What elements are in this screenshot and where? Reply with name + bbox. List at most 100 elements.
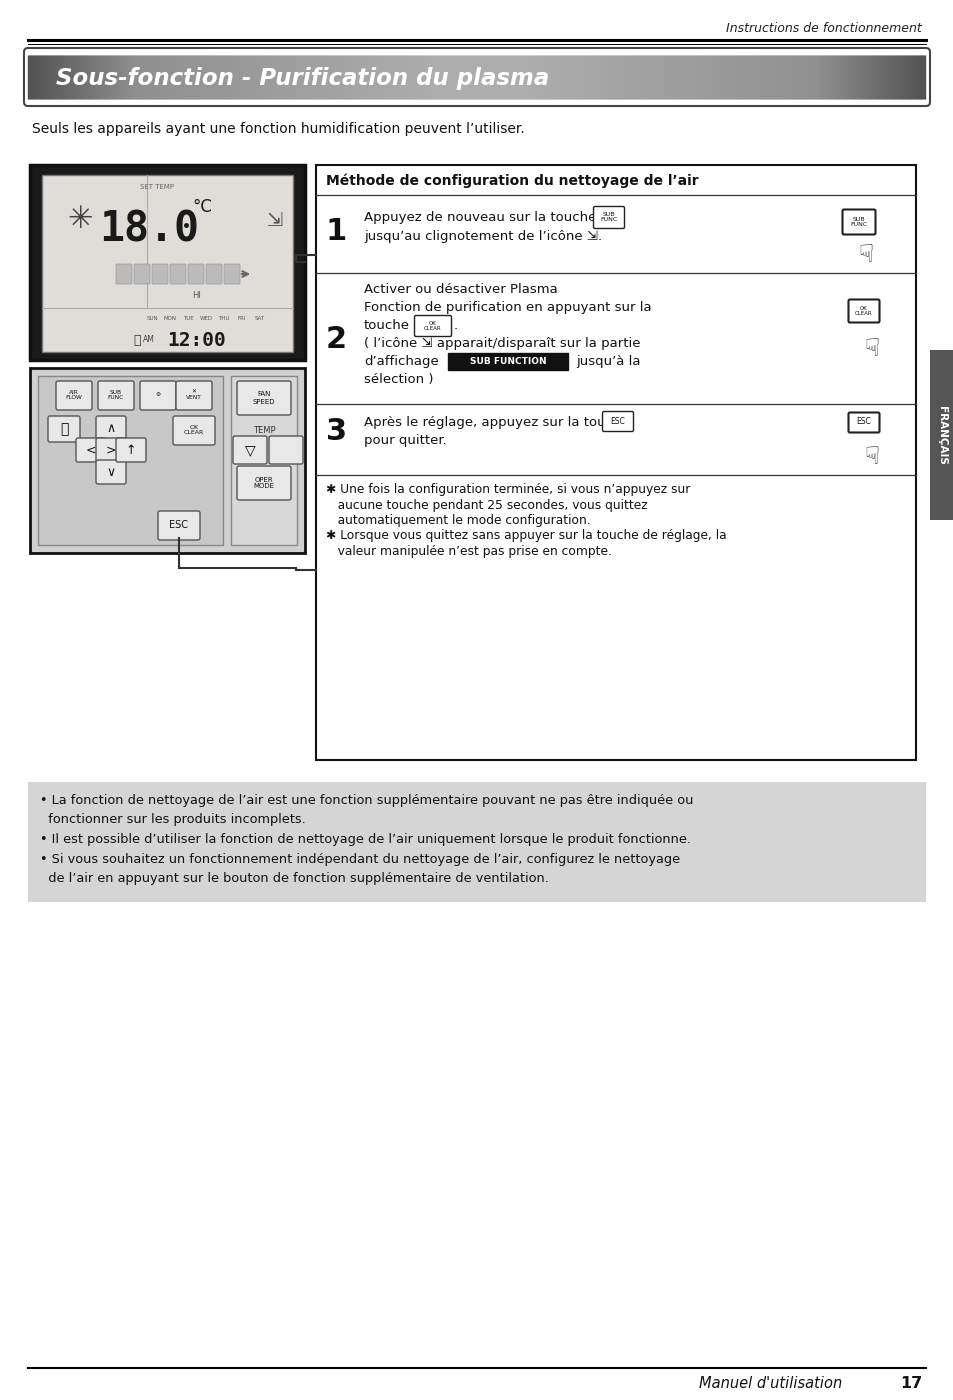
Text: OK
CLEAR: OK CLEAR bbox=[184, 424, 204, 435]
Text: 17: 17 bbox=[899, 1376, 921, 1392]
Text: ESC: ESC bbox=[170, 519, 189, 531]
FancyBboxPatch shape bbox=[152, 265, 168, 284]
Text: MON: MON bbox=[163, 316, 176, 321]
FancyBboxPatch shape bbox=[175, 381, 212, 410]
Text: Instructions de fonctionnement: Instructions de fonctionnement bbox=[725, 21, 921, 35]
Text: SUN: SUN bbox=[146, 316, 157, 321]
Text: • Si vous souhaitez un fonctionnement indépendant du nettoyage de l’air, configu: • Si vous souhaitez un fonctionnement in… bbox=[40, 853, 679, 865]
Text: ∧: ∧ bbox=[107, 421, 115, 434]
Bar bbox=[929, 350, 953, 519]
Text: Seuls les appareils ayant une fonction humidification peuvent l’utiliser.: Seuls les appareils ayant une fonction h… bbox=[32, 122, 524, 136]
Text: FRI: FRI bbox=[237, 316, 246, 321]
FancyBboxPatch shape bbox=[172, 416, 214, 445]
Text: ESC: ESC bbox=[610, 417, 625, 426]
FancyBboxPatch shape bbox=[96, 416, 126, 440]
FancyBboxPatch shape bbox=[56, 381, 91, 410]
Text: 2: 2 bbox=[326, 325, 347, 353]
Text: touche: touche bbox=[364, 319, 410, 332]
FancyBboxPatch shape bbox=[48, 416, 80, 442]
Text: .: . bbox=[454, 319, 457, 332]
Text: jusqu’au clignotement de l’icône ⇲.: jusqu’au clignotement de l’icône ⇲. bbox=[364, 230, 601, 244]
Text: fonctionner sur les produits incomplets.: fonctionner sur les produits incomplets. bbox=[40, 813, 305, 826]
Text: OK
CLEAR: OK CLEAR bbox=[424, 321, 441, 332]
Bar bbox=[28, 783, 925, 902]
Text: °C: °C bbox=[193, 197, 213, 216]
FancyBboxPatch shape bbox=[116, 265, 132, 284]
Text: 1: 1 bbox=[326, 217, 347, 245]
Bar bbox=[448, 353, 567, 370]
Text: 18.0: 18.0 bbox=[99, 209, 199, 251]
FancyBboxPatch shape bbox=[170, 265, 186, 284]
Text: • Il est possible d’utiliser la fonction de nettoyage de l’air uniquement lorsqu: • Il est possible d’utiliser la fonction… bbox=[40, 833, 690, 846]
Text: ✱ Une fois la configuration terminée, si vous n’appuyez sur: ✱ Une fois la configuration terminée, si… bbox=[326, 483, 690, 496]
FancyBboxPatch shape bbox=[233, 435, 267, 463]
FancyBboxPatch shape bbox=[96, 461, 126, 484]
FancyBboxPatch shape bbox=[96, 438, 126, 462]
Text: >: > bbox=[106, 444, 116, 456]
Text: SUB
FUNC: SUB FUNC bbox=[849, 217, 866, 227]
Text: pour quitter.: pour quitter. bbox=[364, 434, 446, 447]
FancyBboxPatch shape bbox=[414, 315, 451, 336]
Text: FRANÇAIS: FRANÇAIS bbox=[936, 406, 946, 465]
Text: jusqu’à la: jusqu’à la bbox=[576, 356, 639, 368]
Bar bbox=[38, 377, 223, 545]
Text: AM: AM bbox=[143, 336, 154, 344]
Text: 12:00: 12:00 bbox=[168, 330, 226, 350]
FancyBboxPatch shape bbox=[188, 265, 204, 284]
FancyBboxPatch shape bbox=[847, 300, 879, 322]
Text: ∨: ∨ bbox=[107, 465, 115, 479]
Text: Sous-fonction - Purification du plasma: Sous-fonction - Purification du plasma bbox=[56, 66, 549, 90]
FancyBboxPatch shape bbox=[593, 206, 624, 228]
Text: ESC: ESC bbox=[856, 417, 870, 427]
Text: THU: THU bbox=[218, 316, 230, 321]
Text: TEMP: TEMP bbox=[253, 426, 275, 435]
Text: SUB
FUNC: SUB FUNC bbox=[108, 389, 124, 400]
Text: ✕
VENT: ✕ VENT bbox=[186, 389, 202, 400]
Text: Manuel d'utilisation: Manuel d'utilisation bbox=[698, 1376, 841, 1392]
FancyBboxPatch shape bbox=[140, 381, 175, 410]
FancyBboxPatch shape bbox=[98, 381, 133, 410]
Text: automatiquement le mode configuration.: automatiquement le mode configuration. bbox=[326, 514, 590, 526]
Text: AIR
FLOW: AIR FLOW bbox=[66, 389, 82, 400]
Bar bbox=[42, 175, 293, 351]
Text: Après le réglage, appuyez sur la touche: Après le réglage, appuyez sur la touche bbox=[364, 416, 629, 428]
Text: OPER
MODE: OPER MODE bbox=[253, 476, 274, 490]
FancyBboxPatch shape bbox=[158, 511, 200, 540]
FancyBboxPatch shape bbox=[76, 438, 106, 462]
Text: Appuyez de nouveau sur la touche: Appuyez de nouveau sur la touche bbox=[364, 211, 596, 224]
Text: ⇲: ⇲ bbox=[267, 210, 283, 230]
Bar bbox=[30, 165, 305, 360]
Text: ⏰: ⏰ bbox=[133, 333, 141, 347]
Text: ↑: ↑ bbox=[126, 444, 136, 456]
Text: ( l’icône ⇲ apparait/disparaît sur la partie: ( l’icône ⇲ apparait/disparaît sur la pa… bbox=[364, 337, 639, 350]
FancyBboxPatch shape bbox=[841, 210, 875, 234]
Text: ⏰: ⏰ bbox=[60, 421, 68, 435]
Text: SUB FUNCTION: SUB FUNCTION bbox=[469, 357, 546, 365]
Text: ☟: ☟ bbox=[863, 337, 879, 361]
Text: WED: WED bbox=[199, 316, 213, 321]
Text: de l’air en appuyant sur le bouton de fonction supplémentaire de ventilation.: de l’air en appuyant sur le bouton de fo… bbox=[40, 872, 548, 885]
Text: Activer ou désactiver Plasma: Activer ou désactiver Plasma bbox=[364, 283, 558, 295]
Bar bbox=[231, 377, 296, 545]
Bar bbox=[315, 165, 915, 760]
FancyBboxPatch shape bbox=[206, 265, 222, 284]
FancyBboxPatch shape bbox=[236, 381, 291, 414]
Text: SAT: SAT bbox=[254, 316, 265, 321]
Text: ☟: ☟ bbox=[858, 244, 873, 267]
Text: ⚙: ⚙ bbox=[155, 392, 160, 398]
FancyBboxPatch shape bbox=[133, 265, 150, 284]
FancyBboxPatch shape bbox=[224, 265, 240, 284]
Text: 3: 3 bbox=[326, 417, 347, 447]
Text: TUE: TUE bbox=[182, 316, 193, 321]
Text: valeur manipulée n’est pas prise en compte.: valeur manipulée n’est pas prise en comp… bbox=[326, 545, 611, 559]
Text: sélection ): sélection ) bbox=[364, 372, 433, 386]
Text: aucune touche pendant 25 secondes, vous quittez: aucune touche pendant 25 secondes, vous … bbox=[326, 498, 647, 511]
Text: SUB
FUNC: SUB FUNC bbox=[599, 211, 617, 223]
Bar bbox=[30, 368, 305, 553]
Text: • La fonction de nettoyage de l’air est une fonction supplémentaire pouvant ne p: • La fonction de nettoyage de l’air est … bbox=[40, 794, 693, 806]
FancyBboxPatch shape bbox=[116, 438, 146, 462]
Text: <: < bbox=[86, 444, 96, 456]
Text: ☟: ☟ bbox=[863, 445, 879, 469]
Text: HI: HI bbox=[193, 291, 201, 300]
Text: d’affichage: d’affichage bbox=[364, 356, 438, 368]
